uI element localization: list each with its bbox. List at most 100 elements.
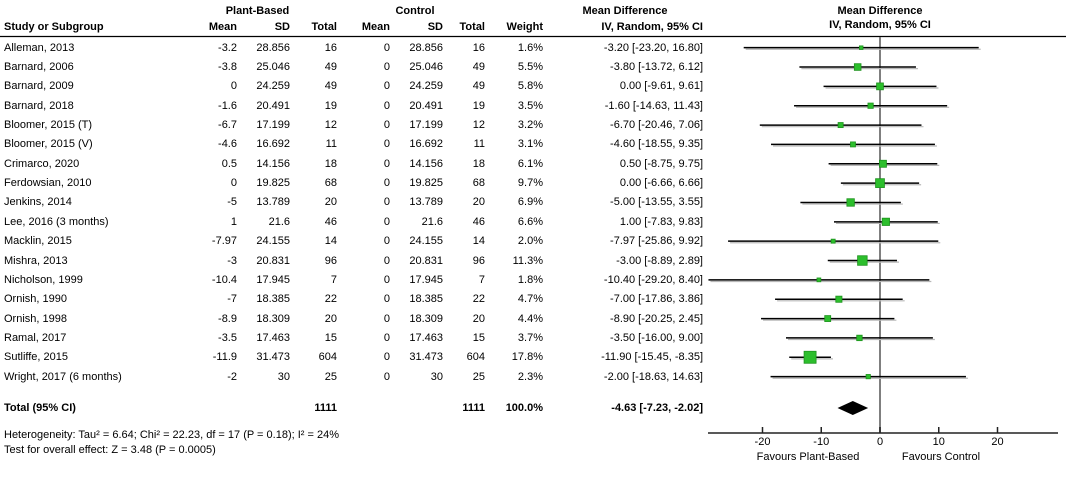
effect-marker (816, 277, 822, 283)
pb-sd: 14.156 (256, 157, 290, 170)
c-sd: 17.945 (409, 273, 443, 286)
pb-sd: 17.463 (256, 331, 290, 344)
study-row: Barnard, 2009 0 24.259 49 0 24.259 49 5.8% 0.00 … (0, 77, 705, 96)
effect-marker (830, 238, 836, 244)
c-sd: 20.491 (409, 99, 443, 112)
study-name: Ramal, 2017 (4, 331, 67, 344)
pb-mean: 0.5 (221, 157, 237, 170)
md-ci: 0.00 [-6.66, 6.66] (619, 177, 703, 190)
col-header-pb-mean: Mean (208, 21, 237, 33)
c-mean: 0 (383, 215, 390, 228)
pb-mean: -1.6 (218, 99, 237, 112)
axis-tick-label: -20 (754, 436, 771, 448)
c-total: 20 (472, 196, 485, 209)
pb-total: 19 (324, 99, 337, 112)
c-sd: 24.155 (409, 235, 443, 248)
c-mean: 0 (383, 273, 390, 286)
weight: 3.7% (517, 331, 543, 344)
pb-mean: -3.8 (218, 61, 237, 74)
pb-mean: -3.2 (218, 41, 237, 54)
c-total: 7 (478, 273, 485, 286)
study-row: Barnard, 2006 -3.8 25.046 49 0 25.046 49 5.5% -3… (0, 57, 705, 76)
md-ci: -7.97 [-25.86, 9.92] (610, 235, 703, 248)
pb-mean: -6.7 (218, 119, 237, 132)
pb-mean: -3 (227, 254, 237, 267)
c-mean: 0 (383, 41, 390, 54)
md-ci: -7.00 [-17.86, 3.86] (610, 293, 703, 306)
c-sd: 18.385 (409, 293, 443, 306)
effect-marker (803, 350, 817, 364)
pb-total: 604 (318, 351, 337, 364)
study-name: Crimarco, 2020 (4, 157, 80, 170)
overall-effect-text: Test for overall effect: Z = 3.48 (P = 0… (4, 444, 216, 456)
study-name: Ferdowsian, 2010 (4, 177, 92, 190)
favours-right-label: Favours Control (901, 451, 981, 463)
total-ci: -4.63 [-7.23, -2.02] (611, 402, 703, 414)
weight: 9.7% (517, 177, 543, 190)
c-mean: 0 (383, 157, 390, 170)
c-mean: 0 (383, 235, 390, 248)
study-name: Alleman, 2013 (4, 41, 75, 54)
weight: 6.9% (517, 196, 543, 209)
study-name: Sutliffe, 2015 (4, 351, 69, 364)
pb-total: 49 (324, 80, 337, 93)
pb-sd: 18.385 (256, 293, 290, 306)
plot-header-line1: Mean Difference (837, 5, 923, 17)
pb-total: 46 (324, 215, 337, 228)
c-mean: 0 (383, 312, 390, 325)
study-row: Ferdowsian, 2010 0 19.825 68 0 19.825 68 9.7% 0.… (0, 173, 705, 192)
study-row: Jenkins, 2014 -5 13.789 20 0 13.789 20 6.9% -5.0… (0, 193, 705, 212)
c-sd: 24.259 (409, 80, 443, 93)
c-mean: 0 (383, 119, 390, 132)
study-row: Alleman, 2013 -3.2 28.856 16 0 28.856 16 1.6% -3… (0, 38, 705, 57)
weight: 1.6% (517, 41, 543, 54)
pb-mean: -10.4 (211, 273, 237, 286)
study-row: Barnard, 2018 -1.6 20.491 19 0 20.491 19 3.5% -1… (0, 96, 705, 115)
pb-mean: 1 (230, 215, 237, 228)
c-total: 604 (466, 351, 485, 364)
effect-marker (846, 198, 855, 207)
c-mean: 0 (383, 196, 390, 209)
pb-total: 25 (324, 370, 337, 383)
c-total: 18 (472, 157, 485, 170)
total-weight: 100.0% (505, 402, 543, 414)
study-row: Ramal, 2017 -3.5 17.463 15 0 17.463 15 3.7% -3.5… (0, 328, 705, 347)
axis-tick-label: 20 (991, 436, 1004, 448)
study-row: Bloomer, 2015 (V) -4.6 16.692 11 0 16.692 11 3.… (0, 135, 705, 154)
pb-mean: 0 (230, 177, 237, 190)
study-row: Macklin, 2015 -7.97 24.155 14 0 24.155 14 2.0% -… (0, 232, 705, 251)
study-name: Bloomer, 2015 (V) (4, 138, 93, 151)
group-header-plant-based: Plant-Based (225, 5, 290, 17)
effect-marker (858, 45, 864, 50)
md-ci: -5.00 [-13.55, 3.55] (610, 196, 703, 209)
pb-sd: 18.309 (256, 312, 290, 325)
study-name: Barnard, 2006 (4, 61, 74, 74)
study-row: Ornish, 1990 -7 18.385 22 0 18.385 22 4.7% -7.00… (0, 290, 705, 309)
c-mean: 0 (383, 99, 390, 112)
c-sd: 14.156 (409, 157, 443, 170)
c-total: 11 (473, 138, 485, 151)
c-mean: 0 (383, 293, 390, 306)
md-column-header-line1: Mean Difference (582, 5, 668, 17)
pb-total: 11 (325, 138, 337, 151)
summary-diamond (837, 401, 869, 415)
md-ci: -4.60 [-18.55, 9.35] (610, 138, 703, 151)
c-total: 14 (472, 235, 485, 248)
pb-sd: 17.199 (256, 119, 290, 132)
heterogeneity-text: Heterogeneity: Tau² = 6.64; Chi² = 22.23… (4, 429, 339, 441)
study-row: Wright, 2017 (6 months) -2 30 25 0 30 25 2.3% -2… (0, 367, 705, 386)
md-ci: -3.00 [-8.89, 2.89] (616, 254, 703, 267)
pb-mean: -2 (227, 370, 237, 383)
total-row: Total (95% CI) 1111 1111 100.0% -4.63 [-… (0, 400, 705, 416)
study-name: Lee, 2016 (3 months) (4, 215, 109, 228)
effect-marker (881, 217, 890, 226)
c-sd: 17.199 (409, 119, 443, 132)
study-name: Ornish, 1990 (4, 293, 67, 306)
weight: 5.8% (517, 80, 543, 93)
plot-header-line2: IV, Random, 95% CI (829, 19, 931, 31)
c-total: 25 (472, 370, 485, 383)
study-name: Macklin, 2015 (4, 235, 72, 248)
weight: 4.7% (517, 293, 543, 306)
study-name: Nicholson, 1999 (4, 273, 83, 286)
